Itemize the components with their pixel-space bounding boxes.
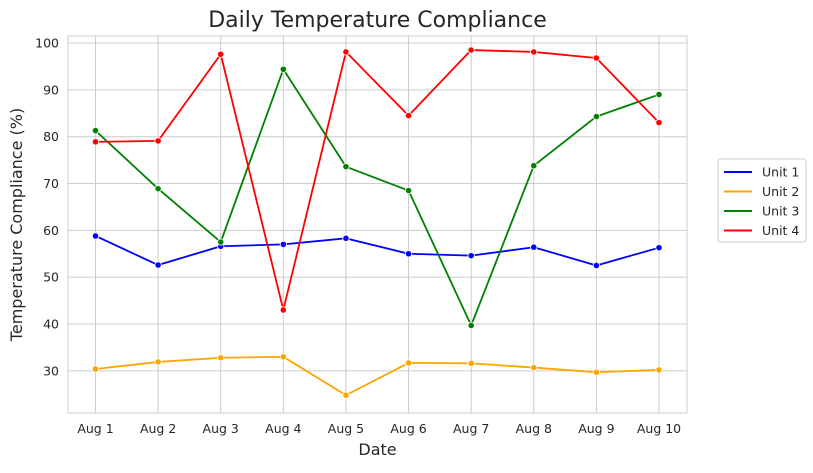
legend-box	[717, 158, 807, 243]
series-unit-3	[91, 65, 663, 330]
ticks: Aug 1 Aug 2 Aug 3 Aug 4 Aug 5 Aug 6 Aug 7 Aug 8…	[35, 36, 681, 436]
grid	[68, 36, 687, 413]
y-tick-label: 30	[43, 363, 59, 378]
legend-label: Unit 3	[762, 204, 799, 219]
y-tick-label: 50	[43, 270, 59, 285]
data-point	[279, 240, 287, 249]
series-unit-4	[91, 46, 663, 314]
y-tick-label: 70	[43, 176, 59, 191]
data-point	[530, 48, 538, 56]
data-point	[279, 353, 287, 361]
data-point	[91, 127, 100, 135]
series-unit-1	[91, 232, 663, 270]
data-point	[655, 366, 663, 374]
series-line	[94, 68, 660, 327]
x-axis-label: Date	[358, 440, 396, 459]
series-line	[95, 49, 660, 311]
legend-items: Unit 1 Unit 2 Unit 3 Unit 4	[724, 165, 799, 238]
x-tick-label: Aug 8	[516, 421, 552, 436]
x-tick-label: Aug 2	[140, 421, 176, 436]
x-tick-label: Aug 10	[637, 421, 681, 436]
data-point	[592, 54, 600, 62]
data-point	[279, 306, 287, 314]
data-point	[217, 50, 225, 58]
data-point	[530, 243, 538, 251]
x-tick-label: Aug 4	[265, 421, 301, 436]
legend-label: Unit 4	[762, 223, 799, 238]
x-tick-label: Aug 7	[453, 421, 489, 436]
data-point	[279, 65, 287, 73]
data-point	[530, 162, 538, 170]
data-point	[467, 46, 475, 54]
x-tick-label: Aug 3	[203, 421, 239, 436]
data-point	[154, 137, 162, 145]
series-line	[95, 235, 660, 267]
data-point	[342, 48, 350, 56]
y-tick-label: 100	[35, 36, 59, 51]
y-tick-label: 40	[43, 317, 59, 332]
data-point	[467, 359, 475, 367]
data-point	[91, 138, 100, 146]
data-point	[217, 354, 225, 362]
series-layer	[91, 46, 663, 399]
x-tick-label: Aug 1	[77, 421, 113, 436]
data-point	[342, 234, 350, 242]
data-point	[467, 252, 475, 260]
x-tick-label: Aug 5	[328, 421, 364, 436]
data-point	[342, 391, 350, 399]
y-tick-label: 60	[43, 223, 59, 238]
data-point	[404, 112, 413, 120]
data-point	[154, 261, 162, 269]
legend: Unit 1 Unit 2 Unit 3 Unit 4	[717, 158, 807, 243]
y-tick-label: 90	[43, 82, 59, 97]
data-point	[91, 232, 100, 240]
x-tick-label: Aug 6	[390, 421, 426, 436]
data-point	[592, 261, 600, 270]
series-unit-2	[91, 353, 663, 399]
data-point	[655, 90, 663, 99]
x-tick-label: Aug 9	[578, 421, 614, 436]
legend-label: Unit 1	[762, 165, 799, 180]
data-point	[217, 238, 225, 246]
chart-title: Daily Temperature Compliance	[208, 8, 547, 33]
data-point	[592, 368, 600, 376]
data-point	[404, 359, 413, 367]
data-point	[154, 185, 162, 193]
y-axis-label: Temperature Compliance (%)	[7, 108, 26, 342]
data-point	[655, 244, 663, 252]
series-line	[95, 355, 660, 397]
data-point	[655, 119, 663, 127]
data-point	[154, 358, 162, 366]
plot-frame	[67, 35, 688, 414]
data-point	[91, 365, 100, 373]
y-tick-label: 80	[43, 129, 59, 144]
legend-label: Unit 2	[762, 184, 799, 199]
data-point	[404, 186, 413, 195]
data-point	[592, 112, 600, 121]
data-point	[404, 250, 413, 258]
data-point	[530, 363, 538, 372]
data-point	[467, 321, 475, 330]
data-point	[342, 163, 350, 171]
